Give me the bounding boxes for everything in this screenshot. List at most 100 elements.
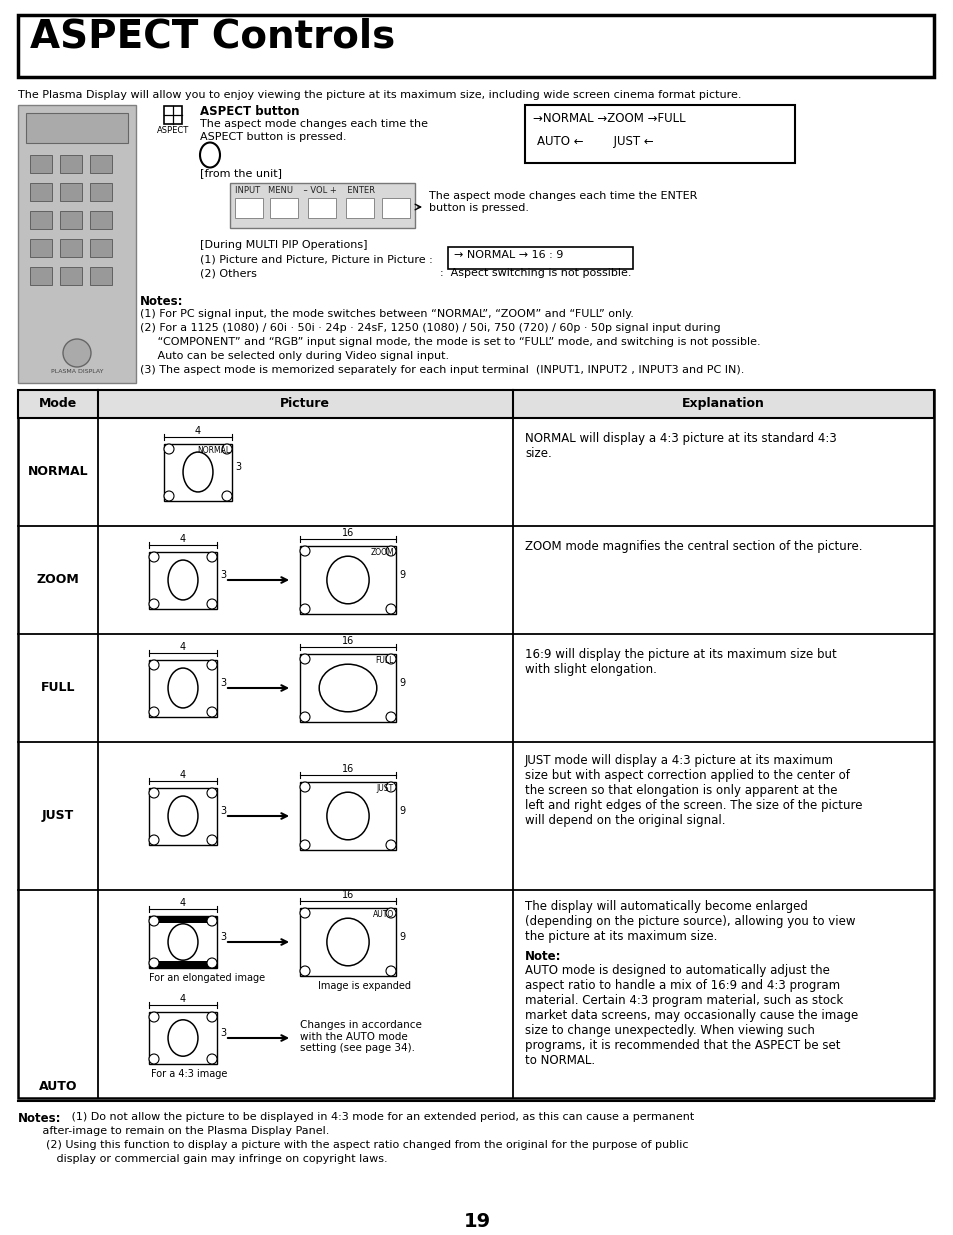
Text: 4: 4 (180, 994, 186, 1004)
Bar (30, 183, 52, 201)
Text: FULL: FULL (41, 680, 75, 694)
Text: For a 4:3 image: For a 4:3 image (151, 1070, 227, 1079)
Text: 16: 16 (341, 890, 354, 900)
Bar (346, 198, 374, 219)
Bar (90, 156, 112, 173)
Text: ZOOM: ZOOM (36, 573, 79, 585)
Circle shape (299, 604, 310, 614)
Bar (381, 198, 410, 219)
Circle shape (164, 445, 173, 454)
Text: ASPECT button: ASPECT button (200, 105, 299, 119)
Circle shape (149, 958, 159, 968)
Text: 3: 3 (220, 678, 226, 688)
Circle shape (164, 492, 173, 501)
Circle shape (299, 840, 310, 850)
Circle shape (149, 1011, 159, 1023)
Circle shape (149, 552, 159, 562)
Bar (90, 183, 112, 201)
Text: [from the unit]: [from the unit] (200, 168, 282, 178)
Circle shape (149, 788, 159, 798)
Text: [During MULTI PIP Operations]: [During MULTI PIP Operations] (200, 240, 367, 249)
Bar (299, 908, 395, 976)
Text: 4: 4 (180, 769, 186, 781)
Bar (299, 546, 395, 614)
Text: 16: 16 (341, 529, 354, 538)
Text: (3) The aspect mode is memorized separately for each input terminal  (INPUT1, IN: (3) The aspect mode is memorized separat… (140, 366, 743, 375)
Text: 16:9 will display the picture at its maximum size but
with slight elongation.: 16:9 will display the picture at its max… (524, 648, 836, 676)
Bar (164, 445, 232, 501)
Circle shape (386, 840, 395, 850)
Text: Explanation: Explanation (680, 396, 763, 410)
Text: The aspect mode changes each time the ENTER
button is pressed.: The aspect mode changes each time the EN… (429, 191, 697, 212)
Text: 3: 3 (234, 462, 241, 472)
Bar (448, 247, 633, 269)
Circle shape (207, 788, 216, 798)
Text: Image is expanded: Image is expanded (317, 981, 411, 990)
Text: JUST: JUST (376, 784, 394, 793)
Text: 4: 4 (180, 642, 186, 652)
Bar (299, 782, 395, 850)
Text: JUST mode will display a 4:3 picture at its maximum
size but with aspect correct: JUST mode will display a 4:3 picture at … (524, 755, 862, 827)
Circle shape (149, 916, 159, 926)
Ellipse shape (168, 797, 198, 836)
Text: 3: 3 (220, 806, 226, 816)
Bar (230, 183, 415, 228)
Text: Notes:: Notes: (140, 295, 183, 308)
Bar (234, 198, 263, 219)
Text: The aspect mode changes each time the: The aspect mode changes each time the (200, 119, 428, 128)
Text: ZOOM mode magnifies the central section of the picture.: ZOOM mode magnifies the central section … (524, 540, 862, 553)
Circle shape (149, 599, 159, 609)
Text: 4: 4 (180, 534, 186, 543)
Circle shape (386, 546, 395, 556)
Bar (18, 105, 136, 383)
Circle shape (222, 445, 232, 454)
Text: NORMAL: NORMAL (28, 466, 89, 478)
Ellipse shape (200, 142, 220, 168)
Text: ZOOM: ZOOM (370, 548, 394, 557)
Text: (2) Others: (2) Others (200, 268, 256, 278)
Circle shape (299, 966, 310, 976)
Ellipse shape (168, 1020, 198, 1056)
Text: 9: 9 (398, 678, 405, 688)
Circle shape (386, 966, 395, 976)
Circle shape (207, 552, 216, 562)
Text: :  Aspect switching is not possible.: : Aspect switching is not possible. (439, 268, 631, 278)
Circle shape (386, 713, 395, 722)
Text: AUTO mode is designed to automatically adjust the
aspect ratio to handle a mix o: AUTO mode is designed to automatically a… (524, 965, 858, 1067)
Circle shape (207, 1053, 216, 1065)
Bar (149, 659, 216, 718)
Text: ASPECT button is pressed.: ASPECT button is pressed. (200, 132, 346, 142)
Text: The Plasma Display will allow you to enjoy viewing the picture at its maximum si: The Plasma Display will allow you to enj… (18, 90, 740, 100)
Ellipse shape (183, 452, 213, 492)
Bar (18, 390, 933, 1098)
Ellipse shape (327, 556, 369, 604)
Text: ASPECT Controls: ASPECT Controls (30, 19, 395, 56)
Circle shape (207, 835, 216, 845)
Text: Mode: Mode (39, 396, 77, 410)
Text: AUTO: AUTO (39, 1079, 77, 1093)
Text: AUTO: AUTO (373, 910, 394, 919)
Circle shape (222, 492, 232, 501)
Bar (308, 198, 335, 219)
Bar (90, 211, 112, 228)
Bar (18, 15, 933, 77)
Bar (60, 240, 82, 257)
Text: 3: 3 (220, 571, 226, 580)
Text: The display will automatically become enlarged
(depending on the picture source): The display will automatically become en… (524, 900, 855, 944)
Bar (149, 916, 216, 923)
Circle shape (299, 908, 310, 918)
Text: Changes in accordance
with the AUTO mode
setting (see page 34).: Changes in accordance with the AUTO mode… (299, 1020, 421, 1053)
Text: 4: 4 (180, 898, 186, 908)
Circle shape (149, 1053, 159, 1065)
Circle shape (386, 908, 395, 918)
Circle shape (207, 599, 216, 609)
Bar (60, 211, 82, 228)
Circle shape (386, 782, 395, 792)
Circle shape (63, 338, 91, 367)
Circle shape (299, 782, 310, 792)
Ellipse shape (168, 668, 198, 708)
Bar (30, 267, 52, 285)
Bar (60, 267, 82, 285)
Circle shape (207, 916, 216, 926)
Bar (524, 105, 794, 163)
